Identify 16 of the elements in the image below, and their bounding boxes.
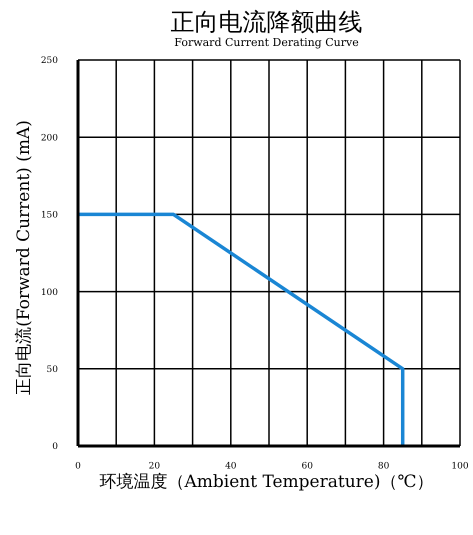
y-tick-label: 200 bbox=[40, 133, 58, 144]
x-tick-label: 0 bbox=[75, 461, 82, 472]
y-tick-label: 100 bbox=[40, 288, 58, 298]
x-tick-label: 60 bbox=[301, 461, 314, 472]
chart-subtitle: Forward Current Derating Curve bbox=[173, 36, 360, 50]
y-tick-label: 250 bbox=[40, 56, 58, 66]
x-tick-label: 80 bbox=[378, 461, 390, 472]
x-tick-label: 20 bbox=[148, 461, 160, 472]
y-axis-title: 正向电流(Forward Current) (mA) bbox=[12, 120, 34, 395]
y-tick-label: 150 bbox=[40, 210, 58, 221]
x-tick-label: 40 bbox=[225, 461, 237, 472]
chart-title: 正向电流降额曲线 bbox=[170, 8, 364, 36]
y-tick-label: 50 bbox=[46, 364, 58, 375]
x-tick-label: 100 bbox=[451, 461, 469, 472]
y-tick-label: 0 bbox=[52, 442, 58, 452]
x-axis-title: 环境温度（Ambient Temperature)（℃） bbox=[98, 471, 434, 493]
